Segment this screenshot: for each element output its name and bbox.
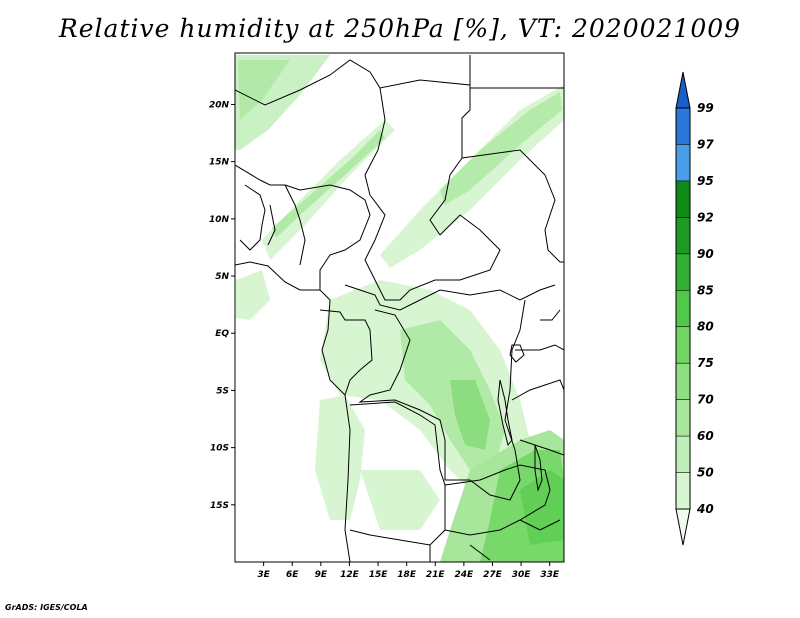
boundary-east — [515, 309, 564, 351]
colorbar-label: 90 — [697, 247, 714, 261]
boundary-chad — [364, 194, 501, 301]
map-frame — [234, 52, 565, 563]
colorbar-label: 50 — [697, 466, 714, 480]
lon-tick-label: 12E — [340, 570, 360, 580]
boundary-libya — [379, 79, 471, 236]
colorbar-segment — [676, 108, 690, 145]
credit-label: GrADS: IGES/COLA — [5, 603, 88, 612]
colorbar-segment — [676, 326, 690, 364]
boundary-sudan — [461, 149, 564, 263]
humidity-field-congo-inner — [450, 380, 490, 450]
lon-tick-label: 15E — [369, 570, 389, 580]
lake-victoria — [509, 344, 525, 363]
lake-tanganyika — [497, 379, 513, 447]
lake-malawi — [534, 444, 543, 492]
colorbar-label: 80 — [697, 320, 714, 334]
colorbar-segment — [676, 363, 690, 400]
boundary-niger-mali — [235, 164, 306, 266]
country-boundaries — [235, 55, 564, 562]
lon-tick-label: 9E — [315, 570, 328, 580]
colorbar-label: 85 — [697, 283, 714, 297]
lon-tick-label: 3E — [257, 570, 270, 580]
boundary-tanzania — [511, 379, 564, 456]
boundary-egypt — [469, 55, 564, 110]
lat-tick-label: 15S — [210, 501, 229, 511]
colorbar-label: 70 — [697, 393, 714, 407]
humidity-band-northwest-core — [238, 60, 290, 120]
lat-tick-label: 10S — [210, 444, 229, 454]
colorbar-low-arrow — [675, 508, 691, 546]
colorbar-label: 97 — [697, 137, 714, 151]
colorbar-label: 92 — [697, 210, 714, 224]
boundary-south — [429, 519, 561, 562]
lon-tick-label: 18E — [397, 570, 417, 580]
colorbar-segment — [676, 436, 690, 473]
colorbar-high-arrow — [675, 71, 691, 109]
colorbar-label: 75 — [697, 356, 714, 370]
boundary-gabon — [319, 309, 373, 396]
lat-tick-label: 5S — [216, 386, 229, 396]
lon-tick-label: 30E — [512, 570, 532, 580]
colorbar-segment — [676, 180, 690, 218]
colorbar-label: 95 — [697, 174, 714, 188]
lon-tick-label: 6E — [286, 570, 299, 580]
lon-tick-label: 33E — [540, 570, 560, 580]
boundary-car — [344, 284, 556, 311]
humidity-band-northeast-core — [440, 92, 562, 205]
lat-tick-label: EQ — [215, 329, 229, 339]
lat-tick-label: 10N — [209, 215, 230, 225]
humidity-patch-south — [360, 470, 440, 530]
lon-tick-label: 24E — [455, 570, 475, 580]
colorbar-segment — [676, 253, 690, 291]
boundary-drc — [358, 299, 526, 501]
lat-tick-label: 20N — [209, 100, 230, 110]
humidity-region-southeast-inner — [520, 470, 564, 545]
colorbar-segment — [676, 144, 690, 181]
lat-tick-label: 5N — [215, 272, 229, 282]
colorbar-segment — [676, 290, 690, 327]
colorbar-segment — [676, 399, 690, 437]
humidity-patch-coast — [236, 270, 270, 320]
boundary-westafrica — [239, 184, 276, 251]
lat-tick-label: 15N — [209, 158, 230, 168]
humidity-band-sahel-core — [272, 130, 385, 238]
latitude-ticks: 20N 15N 10N 5N EQ 5S 10S 15S — [209, 100, 235, 511]
colorbar-segment — [676, 217, 690, 254]
map-title: Relative humidity at 250hPa [%], VT: 202… — [58, 14, 742, 43]
lon-tick-label: 21E — [426, 570, 446, 580]
longitude-ticks: 3E 6E 9E 12E 15E 18E 21E 24E 27E 30E 33E — [257, 562, 560, 580]
humidity-shading — [235, 55, 564, 562]
boundary-nigeria — [284, 184, 371, 290]
boundary-zambia — [444, 464, 551, 536]
colorbar-segment — [676, 472, 690, 509]
lon-tick-label: 27E — [483, 570, 503, 580]
colorbar-label: 60 — [697, 429, 714, 443]
humidity-patch-angola — [315, 395, 365, 520]
colorbar: 40 50 60 70 75 80 85 90 92 95 97 99 — [675, 71, 714, 546]
colorbar-label: 99 — [697, 101, 714, 115]
boundary-coast-west — [235, 261, 351, 562]
colorbar-label: 40 — [696, 502, 714, 516]
boundary-sahara — [235, 59, 386, 196]
